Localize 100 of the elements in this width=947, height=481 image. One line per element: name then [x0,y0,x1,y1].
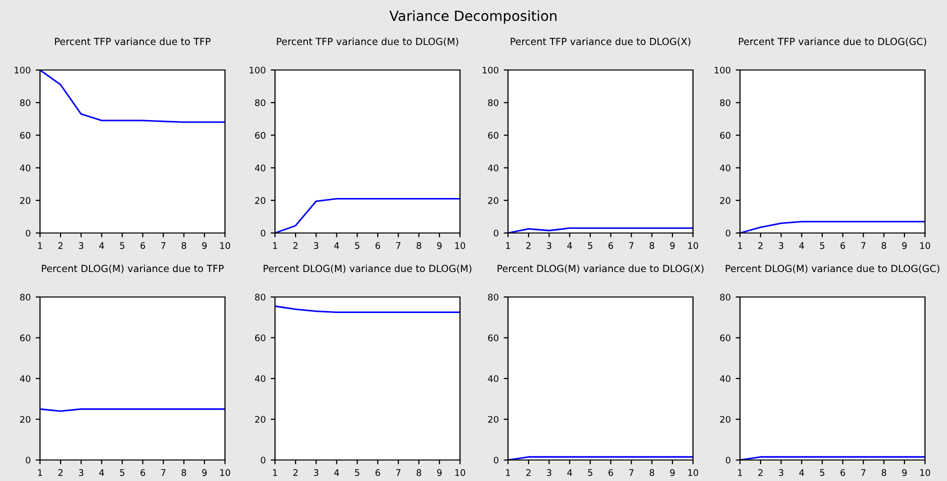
x-tick-label: 5 [820,469,824,476]
y-tick-label: 60 [720,132,730,139]
y-tick-label: 80 [20,294,30,301]
chart-title: Percent TFP variance due to DLOG(X) [510,38,690,46]
x-tick-label: 9 [437,469,442,476]
y-tick-label: 20 [720,416,730,423]
y-tick-label: 80 [255,294,266,301]
y-tick-label: 0 [26,230,30,237]
x-tick-label: 8 [882,469,886,476]
y-tick-label: 0 [726,456,730,464]
x-tick-label: 4 [334,242,340,249]
x-tick-label: 8 [182,469,186,476]
chart-title: Percent DLOG(M) variance due to DLOG(X) [498,264,704,274]
y-tick-label: 40 [720,375,730,382]
x-tick-label: 5 [355,242,360,250]
y-tick-label: 0 [26,456,30,464]
y-tick-label: 20 [255,197,266,204]
y-tick-label: 20 [720,197,730,204]
x-tick-label: 2 [58,469,63,476]
x-tick-label: 7 [396,242,400,249]
y-tick-label: 0 [260,456,266,464]
x-tick-label: 6 [376,469,380,476]
y-tick-label: 0 [260,230,266,237]
chart-title: Percent DLOG(M) variance due to DLOG(GC) [726,264,940,274]
x-tick-label: 1 [273,242,278,249]
x-tick-label: 5 [120,242,124,250]
x-tick-label: 6 [840,242,846,250]
y-tick-label: 80 [720,99,730,106]
x-tick-label: 10 [688,469,698,476]
x-tick-label: 2 [293,469,298,476]
y-tick-label: 60 [255,132,266,139]
x-tick-label: 4 [799,242,804,249]
x-tick-label: 3 [778,242,784,250]
y-tick-label: 100 [250,66,266,74]
y-tick-label: 60 [720,334,730,342]
x-tick-label: 5 [355,469,360,476]
y-tick-label: 20 [255,416,266,423]
x-tick-label: 4 [799,469,804,476]
x-tick-label: 9 [202,469,207,476]
chart-title: Percent TFP variance due to DLOG(GC) [738,38,926,46]
y-tick-label: 0 [494,456,498,464]
chart-title: Percent DLOG(M) variance due to TFP [42,264,224,274]
x-tick-label: 2 [758,242,763,249]
x-tick-label: 2 [293,242,298,249]
x-tick-label: 9 [902,242,907,250]
x-tick-label: 8 [650,469,654,476]
y-tick-label: 40 [20,375,30,382]
x-tick-label: 9 [670,242,675,250]
x-tick-label: 9 [670,469,675,476]
y-tick-label: 60 [488,132,498,139]
y-tick-label: 40 [488,375,498,382]
x-tick-label: 10 [455,469,466,476]
x-tick-label: 3 [778,469,784,476]
x-tick-label: 1 [38,469,42,476]
x-tick-label: 4 [567,242,572,249]
y-tick-label: 40 [20,164,30,172]
x-tick-label: 2 [526,469,531,476]
y-tick-label: 40 [720,164,730,172]
y-tick-label: 80 [720,294,730,301]
x-tick-label: 3 [546,469,552,476]
x-tick-label: 1 [273,469,278,476]
x-tick-label: 2 [526,242,531,249]
x-tick-label: 8 [182,242,186,250]
x-tick-label: 5 [820,242,824,250]
x-tick-label: 8 [416,242,422,250]
x-tick-label: 6 [608,242,614,250]
x-tick-label: 5 [588,242,592,250]
x-tick-label: 7 [161,469,166,476]
x-tick-label: 10 [455,242,466,250]
y-tick-label: 60 [20,132,30,139]
y-tick-label: 20 [488,197,498,204]
x-tick-label: 9 [437,242,442,250]
y-tick-label: 0 [494,230,498,237]
y-tick-label: 80 [20,99,30,106]
x-tick-label: 4 [99,242,104,249]
chart-title: Percent TFP variance due to DLOG(M) [276,38,458,46]
x-tick-label: 10 [920,242,930,250]
x-tick-label: 7 [396,469,400,476]
x-tick-label: 5 [588,469,592,476]
y-tick-label: 80 [255,99,266,106]
x-tick-label: 4 [99,469,104,476]
x-tick-label: 1 [506,242,510,249]
x-tick-label: 3 [78,469,84,476]
x-tick-label: 1 [506,469,510,476]
x-tick-label: 6 [840,469,846,476]
x-tick-label: 7 [861,469,866,476]
x-tick-label: 8 [416,469,422,476]
x-tick-label: 6 [140,469,146,476]
x-tick-label: 5 [120,469,124,476]
x-tick-label: 4 [567,469,572,476]
x-tick-label: 10 [220,242,230,250]
x-tick-label: 6 [140,242,146,250]
x-tick-label: 10 [920,469,930,476]
x-tick-label: 6 [376,242,380,250]
x-tick-label: 3 [314,242,318,250]
text: Variance Decomposition [389,10,556,24]
x-tick-label: 4 [334,469,340,476]
y-tick-label: 40 [254,164,266,172]
x-tick-label: 8 [650,242,654,250]
y-tick-label: 80 [488,99,498,106]
